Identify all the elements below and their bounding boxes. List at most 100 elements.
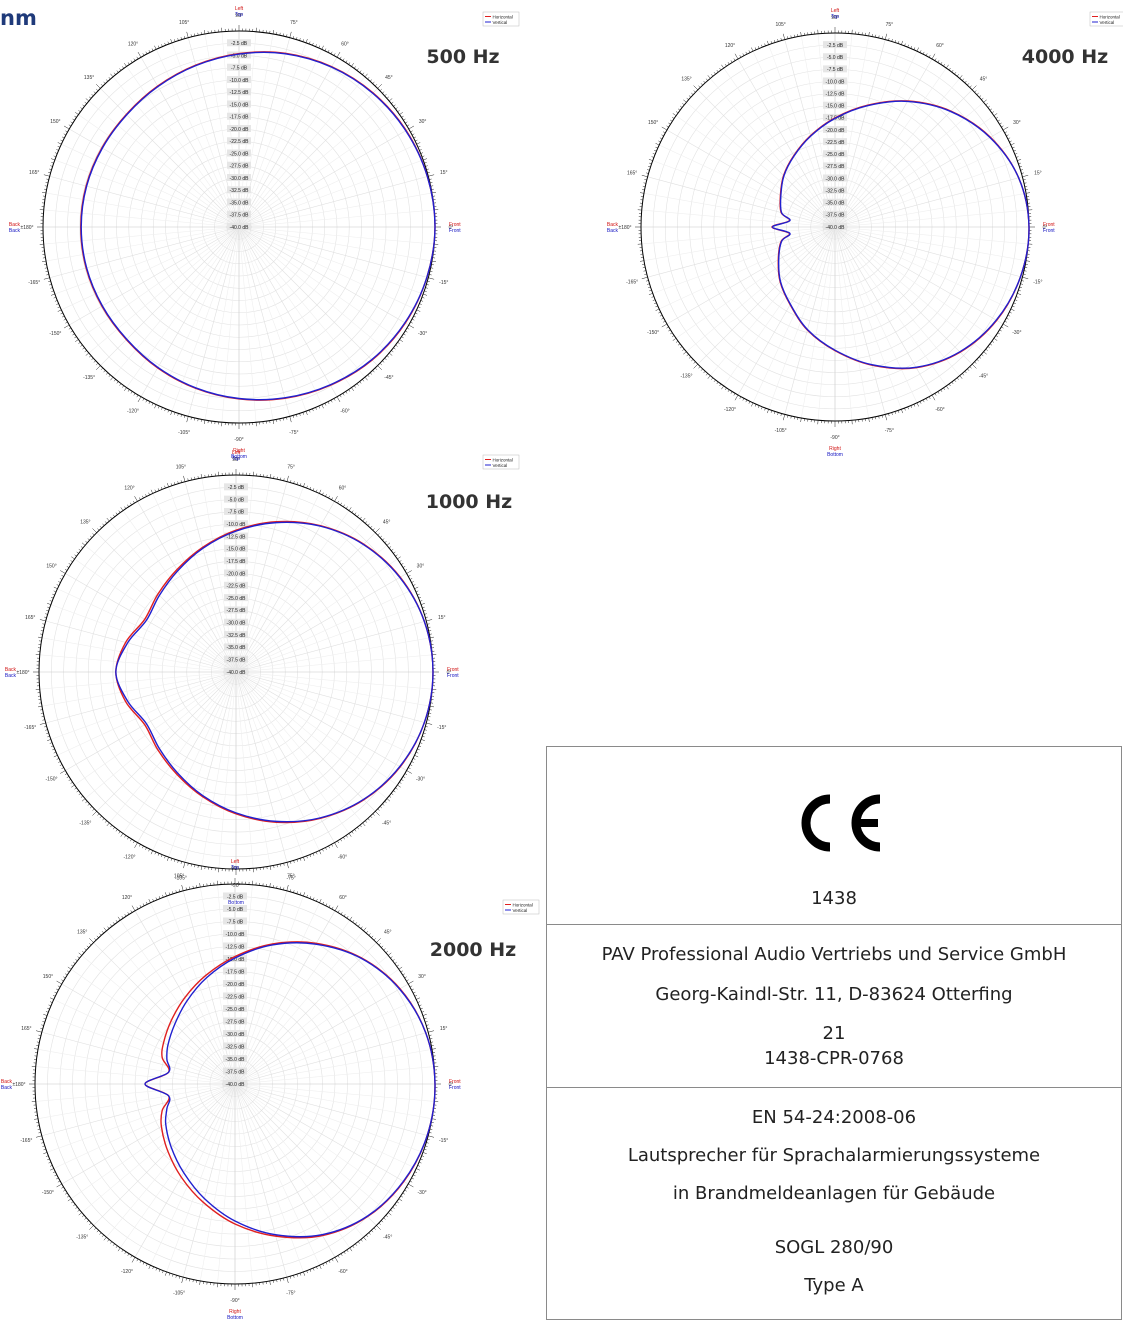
grid-spoke (221, 226, 240, 423)
polar-tick (427, 172, 430, 174)
angle-label: 150° (648, 120, 658, 126)
polar-tick (426, 619, 433, 622)
db-label-bg (823, 186, 847, 194)
polar-tick (1018, 289, 1021, 292)
polar-tick (881, 36, 883, 39)
polar-tick (172, 1274, 174, 1277)
polar-tick (1010, 308, 1015, 311)
polar-tick (309, 486, 311, 490)
polar-tick (959, 75, 963, 79)
polar-tick (375, 811, 380, 816)
polar-tick (56, 988, 59, 991)
polar-tick (999, 329, 1002, 332)
db-label-bg (823, 198, 847, 206)
polar-tick (346, 1249, 349, 1253)
polar-tick (377, 533, 380, 536)
ce-section-top: 1438 (547, 747, 1121, 925)
angle-label: -105° (175, 876, 187, 882)
polar-tick (148, 50, 151, 53)
angle-label: 90° (831, 15, 839, 21)
polar-tick (167, 857, 169, 861)
db-label-bg (223, 917, 247, 925)
polar-tick (70, 560, 73, 563)
polar-tick (418, 597, 422, 599)
polar-tick (57, 985, 61, 988)
polar-tick (118, 831, 121, 834)
polar-tick (730, 60, 733, 63)
db-tick-label: -27.5 dB (826, 164, 846, 170)
grid-spoke (834, 58, 933, 228)
db-tick-label: -12.5 dB (230, 90, 250, 96)
polar-tick (379, 362, 382, 366)
polar-tick (85, 801, 88, 804)
notified-body-number: 1438 (811, 888, 857, 909)
polar-tick (422, 1013, 427, 1016)
polar-tick (1004, 131, 1007, 134)
ce-declaration-panel: 1438 PAV Professional Audio Vertriebs un… (546, 746, 1122, 1320)
polar-tick (648, 159, 653, 161)
polar-tick (424, 1148, 427, 1151)
polar-tick (421, 739, 425, 741)
grid-spoke (234, 902, 320, 1085)
polar-tick (724, 387, 727, 391)
polar-tick (979, 356, 982, 359)
grid-spoke (120, 1083, 236, 1249)
grid-spoke (41, 1083, 236, 1137)
polar-tick (47, 735, 50, 738)
angle-label: -105° (178, 430, 190, 436)
ce-section-manufacturer: PAV Professional Audio Vertriebs und Ser… (547, 924, 1121, 1088)
polar-tick (406, 327, 410, 330)
grid-spoke (723, 226, 836, 387)
polar-tick (384, 540, 387, 543)
polar-tick (184, 415, 186, 418)
polar-tick (427, 719, 430, 721)
manufacturer-name: PAV Professional Audio Vertriebs und Ser… (601, 944, 1067, 965)
angle-label: 105° (176, 464, 186, 470)
polar-tick (376, 938, 381, 943)
polar-tick (727, 62, 730, 65)
polar-tick (420, 300, 424, 302)
polar-tick (49, 600, 53, 602)
polar-tick (384, 357, 387, 361)
polar-tick (647, 169, 650, 171)
db-tick-label: -10.0 dB (230, 78, 250, 84)
grid-spoke (70, 1083, 236, 1199)
polar-tick (333, 53, 336, 56)
legend-label-horizontal: Horizontal (493, 457, 513, 462)
grid-spoke (234, 886, 271, 1085)
polar-tick (321, 404, 324, 409)
polar-tick (325, 1262, 328, 1265)
polar-tick (382, 803, 385, 806)
db-label-bg (227, 112, 251, 120)
grid-spoke (834, 226, 1029, 245)
polar-tick (922, 399, 925, 403)
polar-tick (651, 156, 654, 158)
polar-tick (428, 712, 432, 714)
polar-tick (419, 742, 423, 744)
grid-spoke (168, 486, 237, 673)
polar-tick (368, 933, 371, 936)
polar-tick (180, 480, 182, 483)
db-label-bg (823, 162, 847, 170)
polar-tick (355, 922, 358, 925)
polar-tick (57, 306, 61, 308)
polar-tick (41, 626, 45, 628)
polar-tick (359, 70, 362, 73)
grid-spoke (238, 143, 417, 228)
polar-tick (117, 916, 121, 921)
polar-tick (351, 63, 354, 67)
legend-label-horizontal: Horizontal (513, 902, 533, 907)
db-tick-label: -22.5 dB (227, 584, 247, 590)
polar-tick (1023, 179, 1026, 181)
polar-tick (1001, 326, 1004, 329)
angle-label: 45° (384, 929, 392, 935)
polar-tick (102, 818, 105, 821)
polar-tick (134, 842, 138, 848)
db-label-bg (823, 223, 847, 230)
polar-tick (130, 838, 132, 842)
angle-label: -75° (885, 428, 894, 434)
polar-tick (57, 146, 61, 148)
polar-tick (686, 354, 689, 357)
polar-tick (770, 41, 773, 44)
polar-tick (67, 966, 72, 970)
